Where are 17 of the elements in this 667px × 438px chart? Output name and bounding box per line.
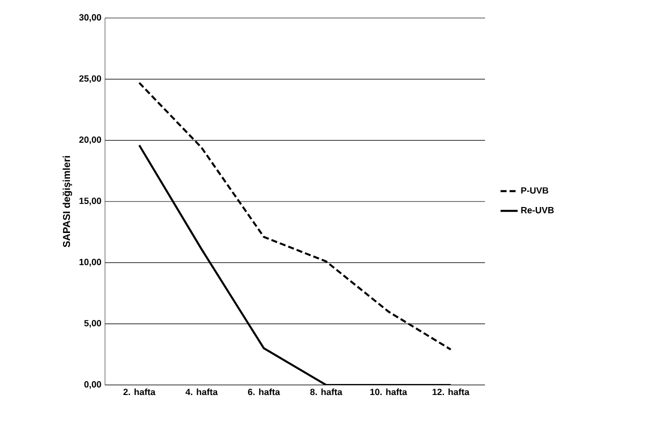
x-tick-label: 8. hafta <box>310 388 342 396</box>
x-tick-label: 4. hafta <box>186 388 218 396</box>
y-tick-label: 20,00 <box>79 136 102 144</box>
x-tick-label: 6. hafta <box>248 388 280 396</box>
y-axis-title: SAPASI değişimleri <box>62 156 72 248</box>
y-tick-label: 25,00 <box>79 75 102 83</box>
line-series <box>138 82 452 351</box>
x-tick-label: 10. hafta <box>370 388 408 396</box>
y-tick-label: 30,00 <box>79 14 102 22</box>
x-tick-label: 12. hafta <box>432 388 470 396</box>
y-tick-label: 10,00 <box>80 258 102 266</box>
y-tick-label: 5,00 <box>84 320 102 328</box>
legend-label: Re-UVB <box>521 207 554 214</box>
legend-label: P-UVB <box>521 187 548 194</box>
y-tick-label: 15,00 <box>80 198 102 206</box>
x-tick-label: 2. hafta <box>123 388 156 396</box>
y-tick-label: 0,00 <box>84 381 102 389</box>
